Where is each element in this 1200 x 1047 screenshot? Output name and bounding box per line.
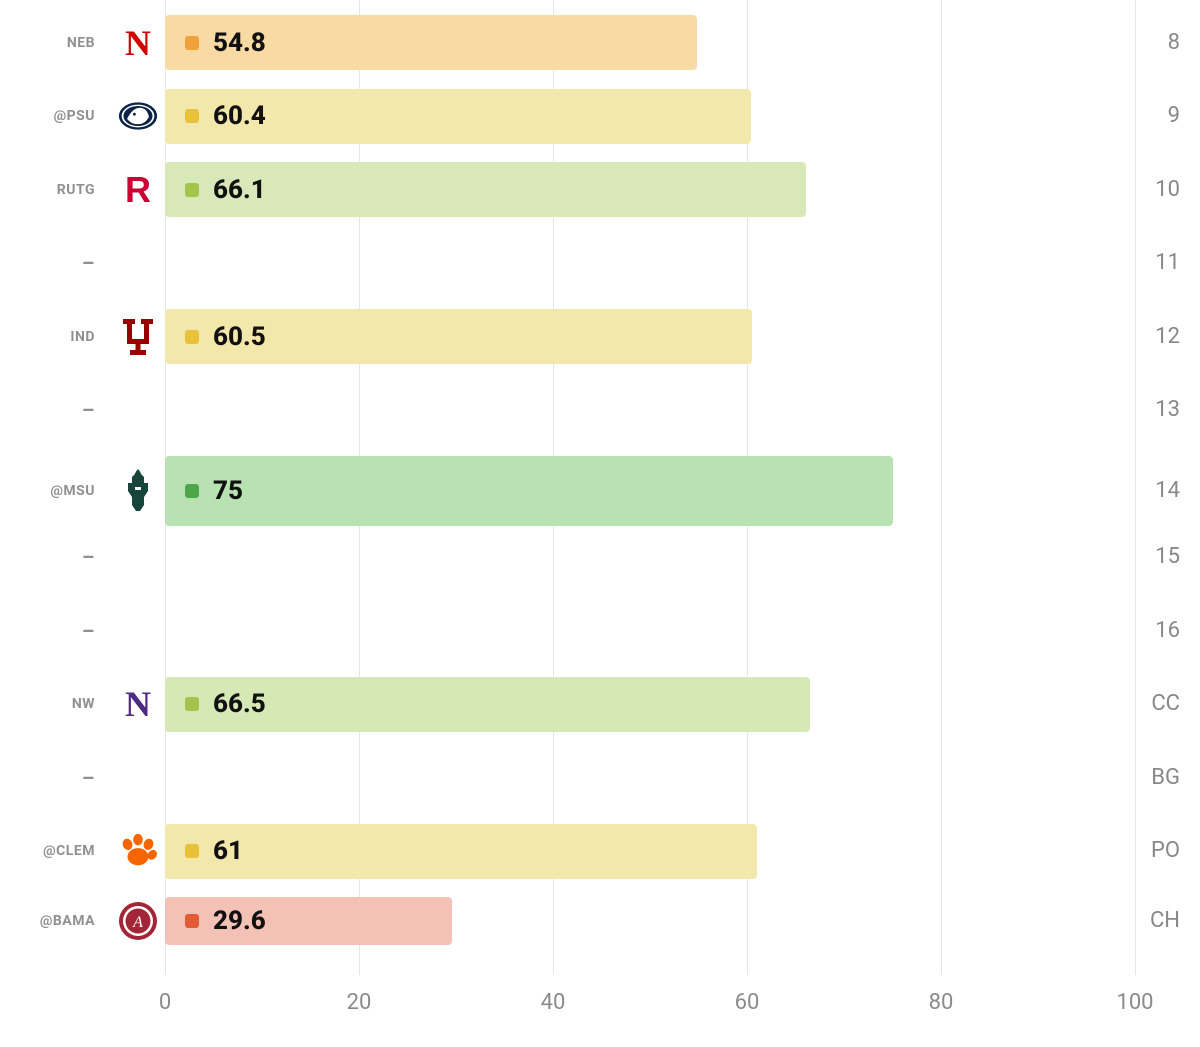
team-logo: [118, 96, 158, 136]
week-label: 12: [1155, 324, 1180, 349]
week-label: 14: [1155, 478, 1180, 503]
svg-text:A: A: [132, 914, 143, 931]
value-bar: [165, 456, 893, 526]
gridline: [941, 0, 942, 975]
value-label: 60.5: [213, 322, 266, 352]
value-marker: [185, 914, 199, 928]
plot-area: 54.8 60.4 66.1 60.5 75 66.5 61 29.6: [165, 0, 1135, 975]
gridline: [1135, 0, 1136, 975]
value-marker: [185, 844, 199, 858]
week-label: 15: [1155, 544, 1180, 569]
value-marker: [185, 484, 199, 498]
x-tick-label: 20: [347, 990, 372, 1015]
team-label: @PSU: [54, 108, 95, 124]
value-marker: [185, 697, 199, 711]
value-marker: [185, 183, 199, 197]
week-label: 10: [1155, 177, 1180, 202]
x-tick-label: 0: [159, 990, 171, 1015]
value-label: 60.4: [213, 101, 266, 131]
team-logo: N: [118, 23, 158, 63]
week-label: 13: [1155, 397, 1180, 422]
week-label: CH: [1150, 908, 1180, 933]
team-label: NW: [72, 696, 95, 712]
team-logo: N: [118, 684, 158, 724]
value-bar: [165, 824, 757, 879]
team-label: @MSU: [50, 483, 95, 499]
week-label: 16: [1155, 618, 1180, 643]
week-label: BG: [1151, 765, 1180, 790]
team-label: RUTG: [57, 182, 95, 198]
week-label: PO: [1151, 838, 1180, 863]
value-marker: [185, 109, 199, 123]
value-label: 66.1: [213, 175, 266, 205]
team-logo: [118, 317, 158, 357]
x-tick-label: 40: [541, 990, 566, 1015]
team-label: @CLEM: [43, 843, 95, 859]
week-label: CC: [1151, 691, 1180, 716]
week-label: 8: [1168, 30, 1180, 55]
team-label: @BAMA: [40, 913, 95, 929]
team-logo: [118, 471, 158, 511]
value-bar: [165, 897, 452, 945]
x-tick-label: 100: [1116, 990, 1153, 1015]
schedule-bar-chart: 54.8 60.4 66.1 60.5 75 66.5 61 29.6 0 20 40 60 80 10…: [0, 0, 1200, 1047]
x-tick-label: 80: [929, 990, 954, 1015]
value-marker: [185, 36, 199, 50]
value-marker: [185, 330, 199, 344]
week-label: 9: [1168, 103, 1180, 128]
team-logo: [118, 831, 158, 871]
value-label: 66.5: [213, 689, 266, 719]
empty-row-dash: –: [82, 766, 95, 790]
value-label: 54.8: [213, 28, 266, 58]
team-label: IND: [70, 329, 95, 345]
team-label: NEB: [67, 35, 95, 51]
team-logo: A: [118, 901, 158, 941]
empty-row-dash: –: [82, 251, 95, 275]
x-tick-label: 60: [735, 990, 760, 1015]
value-label: 61: [213, 836, 243, 866]
value-label: 75: [213, 476, 243, 506]
team-logo: R: [118, 170, 158, 210]
week-label: 11: [1155, 250, 1180, 275]
empty-row-dash: –: [82, 398, 95, 422]
empty-row-dash: –: [82, 545, 95, 569]
empty-row-dash: –: [82, 619, 95, 643]
value-label: 29.6: [213, 906, 266, 936]
